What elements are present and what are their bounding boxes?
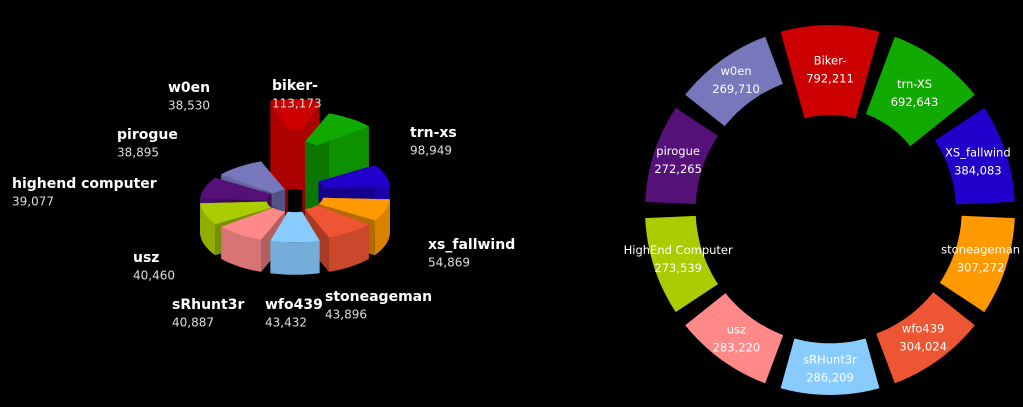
value-label: 307,272	[957, 260, 1005, 274]
value-label: 40,460	[133, 269, 175, 283]
category-label: wfo439	[902, 322, 944, 336]
category-label: trn-xs	[410, 125, 457, 141]
donut-segment	[935, 107, 1015, 205]
wedge-front	[200, 203, 216, 256]
value-label: 38,895	[117, 146, 159, 160]
wedge-top	[305, 113, 369, 146]
value-label: 43,896	[325, 308, 367, 322]
wedge-top	[270, 211, 320, 243]
value-label: 40,887	[172, 316, 214, 330]
wedge-front	[374, 199, 390, 256]
category-label: highend computer	[12, 176, 157, 192]
wedge-top	[305, 205, 369, 238]
donut-segment	[645, 215, 718, 313]
value-label: 792,211	[806, 72, 854, 86]
value-label: 272,265	[654, 162, 702, 176]
donut-segment	[865, 36, 975, 147]
wedge-top	[200, 201, 272, 225]
category-label: wfo439	[265, 297, 323, 313]
value-label: 54,869	[428, 256, 470, 270]
category-label: HighEnd Computer	[624, 243, 733, 257]
value-label: 43,432	[265, 316, 307, 330]
category-label: Biker-	[814, 54, 847, 68]
value-label: 98,949	[410, 144, 452, 158]
wedge-front	[221, 226, 261, 272]
value-label: 269,710	[712, 82, 760, 96]
value-label: 384,083	[954, 163, 1002, 177]
value-label: 304,024	[899, 340, 947, 354]
donut-segment	[645, 107, 718, 205]
wedge-top	[318, 197, 390, 221]
donut-segment	[685, 36, 783, 127]
category-label: sRHunt3r	[803, 353, 857, 367]
wedge-top	[318, 165, 390, 188]
category-label: usz	[133, 250, 159, 266]
donut-segment	[780, 25, 880, 119]
donut-segment	[939, 215, 1015, 313]
value-label: 692,643	[891, 95, 939, 109]
wedge-front	[329, 224, 369, 272]
wedge-front	[270, 240, 320, 275]
category-label: XS_fallwind	[945, 145, 1011, 159]
wedge-top	[221, 207, 285, 240]
category-label: xs_fallwind	[428, 237, 515, 253]
wedge-top	[221, 161, 285, 194]
category-label: pirogue	[117, 127, 178, 143]
donut-segment	[780, 338, 880, 395]
value-label: 39,077	[12, 195, 54, 209]
wedge-top	[270, 99, 320, 130]
category-label: usz	[727, 322, 746, 336]
category-label: stoneageman	[941, 242, 1020, 256]
category-label: sRhunt3r	[172, 297, 244, 313]
value-label: 273,539	[654, 261, 702, 275]
value-label: 38,530	[168, 99, 210, 113]
value-label: 283,220	[713, 340, 761, 354]
wedge-top	[200, 177, 272, 201]
category-label: trn-XS	[897, 77, 932, 91]
category-label: w0en	[168, 80, 210, 96]
category-label: biker-	[272, 78, 318, 94]
donut-segment	[685, 293, 784, 384]
category-label: w0en	[721, 64, 752, 78]
category-label: pirogue	[656, 144, 700, 158]
value-label: 286,209	[806, 371, 854, 385]
donut-segment	[876, 292, 975, 384]
value-label: 113,173	[272, 97, 322, 111]
category-label: stoneageman	[325, 289, 432, 305]
